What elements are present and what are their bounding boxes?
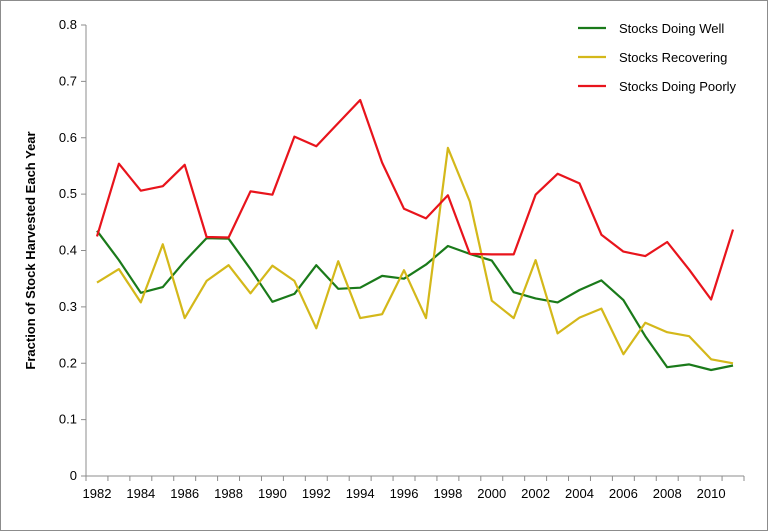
- y-tick-label: 0: [70, 468, 77, 483]
- y-tick-label: 0.1: [59, 412, 77, 427]
- series-line-stocks-doing-well: [96, 230, 734, 372]
- y-tick-label: 0.2: [59, 355, 77, 370]
- series-line-stocks-doing-poorly: [95, 98, 735, 301]
- y-axis-label: Fraction of Stock Harvested Each Year: [23, 131, 38, 369]
- x-tick-label: 2000: [477, 486, 506, 501]
- y-tick-label: 0.7: [59, 73, 77, 88]
- x-tick-label: 2006: [609, 486, 638, 501]
- y-tick-label: 0.6: [59, 130, 77, 145]
- series-line-stocks-recovering: [96, 146, 734, 365]
- legend-label-stocks-doing-poorly: Stocks Doing Poorly: [619, 79, 737, 94]
- series-layer: [95, 98, 735, 372]
- x-tick-label: 1990: [258, 486, 287, 501]
- x-tick-label: 2010: [697, 486, 726, 501]
- x-tick-label: 1998: [433, 486, 462, 501]
- y-tick-label: 0.3: [59, 299, 77, 314]
- y-tick-label: 0.5: [59, 186, 77, 201]
- x-tick-label: 1982: [83, 486, 112, 501]
- x-tick-label: 2002: [521, 486, 550, 501]
- x-tick-label: 1994: [346, 486, 375, 501]
- x-tick-label: 1986: [170, 486, 199, 501]
- y-tick-label: 0.8: [59, 17, 77, 32]
- legend-label-stocks-doing-well: Stocks Doing Well: [619, 21, 724, 36]
- x-tick-label: 1996: [390, 486, 419, 501]
- legend-label-stocks-recovering: Stocks Recovering: [619, 50, 727, 65]
- legend: Stocks Doing Well Stocks Recovering Stocks…: [578, 21, 737, 94]
- x-tick-label: 1992: [302, 486, 331, 501]
- x-tick-label: 1984: [126, 486, 155, 501]
- y-ticks: 0 0.1 0.2 0.3 0.4 0.5 0.6 0.7 0.8: [59, 17, 86, 483]
- y-tick-label: 0.4: [59, 243, 77, 258]
- x-tick-label: 1988: [214, 486, 243, 501]
- x-ticks: 1982 1984 1986 1988 1990 1992 1994 1996 1998 2000…: [83, 476, 745, 501]
- x-tick-label: 2004: [565, 486, 594, 501]
- x-tick-label: 2008: [653, 486, 682, 501]
